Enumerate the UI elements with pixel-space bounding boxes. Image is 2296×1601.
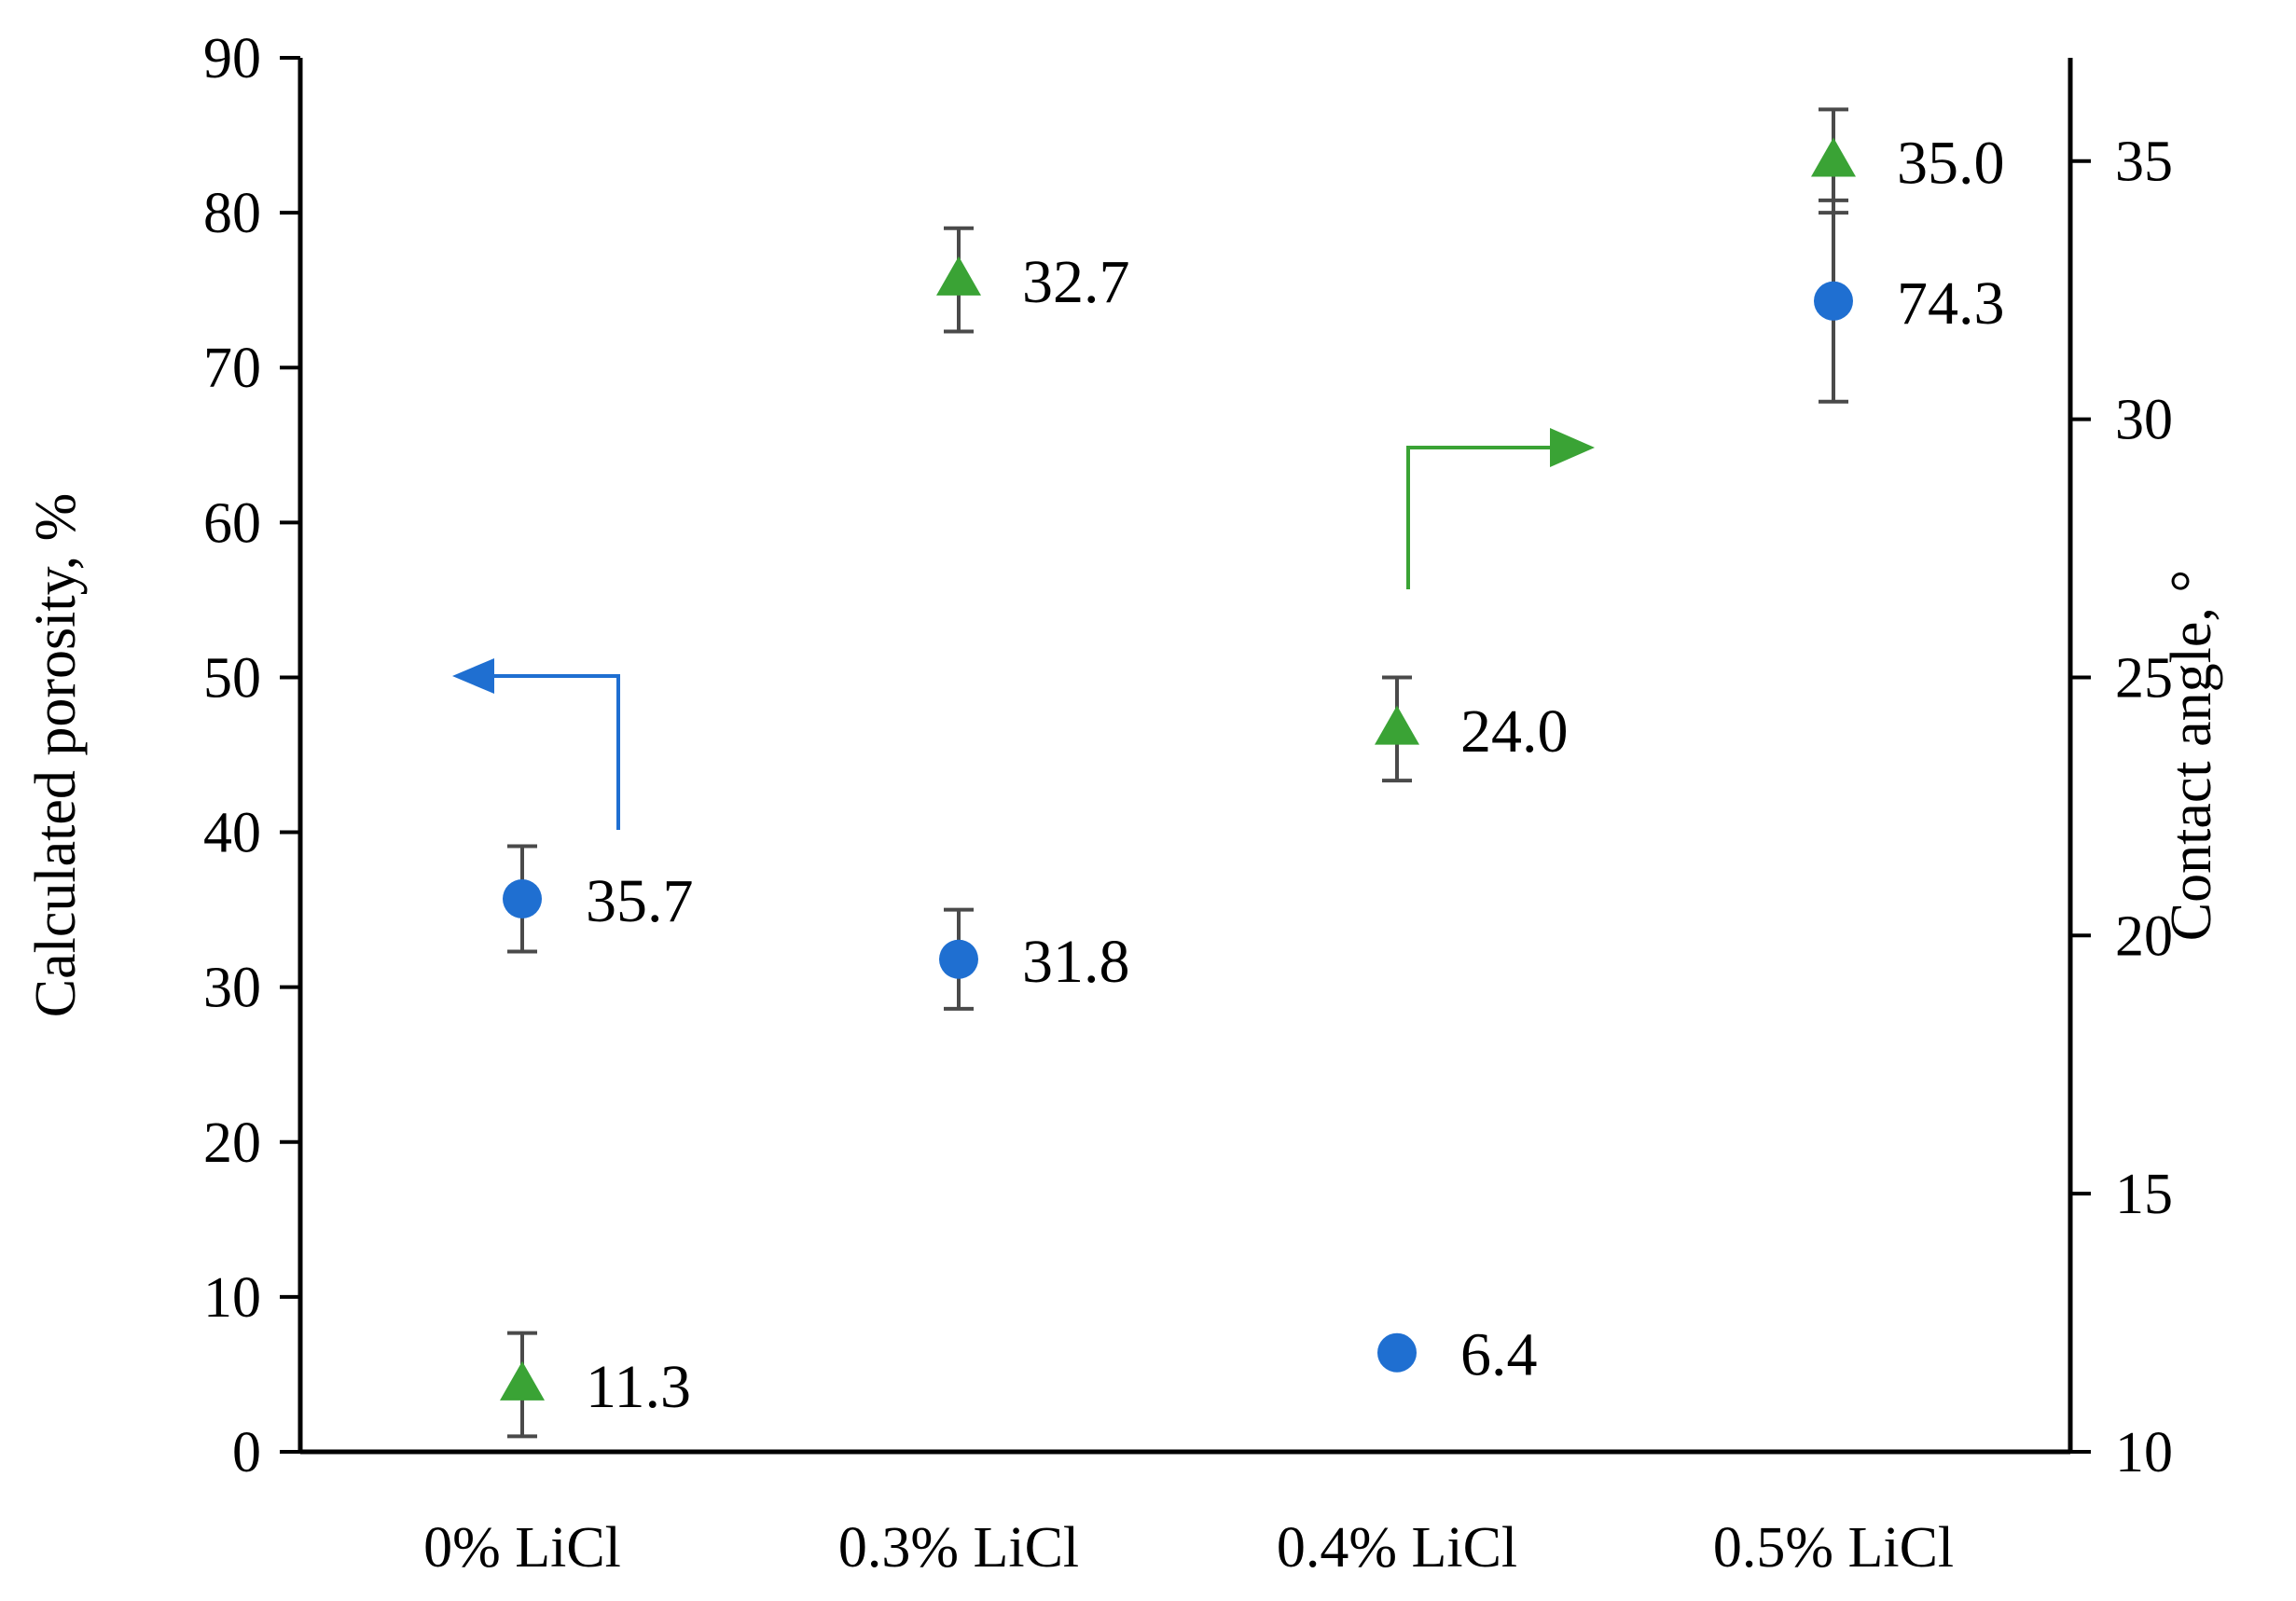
right-tick-label: 10 bbox=[2115, 1421, 2173, 1484]
left-tick-label: 40 bbox=[203, 802, 261, 865]
porosity-point bbox=[1814, 281, 1853, 321]
right-tick-label: 35 bbox=[2115, 131, 2173, 194]
contact-angle-point bbox=[1375, 705, 1419, 745]
annotations bbox=[452, 428, 1595, 830]
left-tick-label: 20 bbox=[203, 1111, 261, 1175]
left-tick-label: 90 bbox=[203, 27, 261, 90]
contact-angle-point bbox=[500, 1360, 545, 1401]
category-labels: 0% LiCl 0.3% LiCl 0.4% LiCl 0.5% LiCl bbox=[423, 1516, 1954, 1580]
right-tick-label: 20 bbox=[2115, 904, 2173, 968]
right-axis-arrow-line bbox=[1406, 446, 1553, 589]
left-tick-label: 0 bbox=[232, 1421, 261, 1484]
data-label: 74.3 bbox=[1897, 269, 2005, 338]
data-label: 6.4 bbox=[1460, 1321, 1538, 1389]
left-tick-label: 30 bbox=[203, 957, 261, 1020]
left-tick-label: 70 bbox=[203, 337, 261, 400]
left-tick-label: 80 bbox=[203, 182, 261, 245]
left-axis-arrow-line bbox=[490, 674, 620, 830]
data-label: 11.3 bbox=[586, 1353, 691, 1421]
category-label: 0.3% LiCl bbox=[838, 1516, 1079, 1580]
left-tick-label: 10 bbox=[203, 1266, 261, 1330]
right-tick-label: 30 bbox=[2115, 389, 2173, 452]
data-label: 32.7 bbox=[1022, 248, 1130, 316]
right-axis-ticks: 10 15 20 25 30 35 bbox=[2070, 131, 2173, 1484]
data-label: 35.0 bbox=[1897, 130, 2005, 198]
left-tick-label: 60 bbox=[203, 491, 261, 555]
data-labels: 35.7 31.8 6.4 74.3 11.3 32.7 24.0 35.0 bbox=[586, 130, 2005, 1421]
axes bbox=[297, 58, 2073, 1455]
left-axis-ticks: 0 10 20 30 40 50 60 70 80 90 bbox=[203, 27, 300, 1484]
porosity-point bbox=[503, 878, 542, 918]
error-bars bbox=[507, 107, 1848, 1439]
category-label: 0.4% LiCl bbox=[1277, 1516, 1517, 1580]
right-axis-arrow-head bbox=[1550, 428, 1595, 467]
category-label: 0.5% LiCl bbox=[1713, 1516, 1954, 1580]
y-axis-left-title: Calculated porosity, % bbox=[24, 493, 88, 1017]
category-label: 0% LiCl bbox=[423, 1516, 621, 1580]
y-axis-right-title: Contact angle, ° bbox=[2160, 570, 2223, 941]
data-label: 35.7 bbox=[586, 867, 694, 935]
right-tick-label: 25 bbox=[2115, 646, 2173, 710]
data-markers bbox=[500, 137, 1856, 1401]
left-axis-arrow-head bbox=[452, 658, 494, 694]
contact-angle-point bbox=[936, 255, 981, 296]
left-tick-label: 50 bbox=[203, 646, 261, 710]
porosity-point bbox=[1377, 1332, 1417, 1373]
data-label: 31.8 bbox=[1022, 928, 1130, 996]
right-tick-label: 15 bbox=[2115, 1163, 2173, 1226]
porosity-point bbox=[939, 939, 978, 979]
data-label: 24.0 bbox=[1460, 697, 1569, 766]
contact-angle-point bbox=[1811, 137, 1856, 177]
